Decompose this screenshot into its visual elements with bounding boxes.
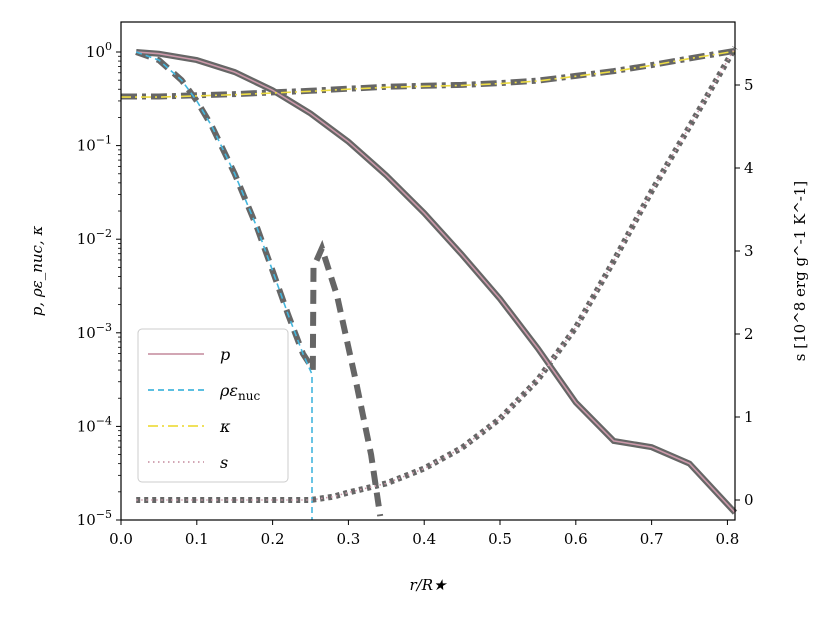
y-right-tick-label: 5 [744, 76, 754, 94]
series-kappa-line [121, 50, 736, 98]
x-tick-label: 0.5 [488, 530, 512, 548]
legend-label-kappa: κ [219, 417, 231, 436]
y-left-tick-label: 100 [86, 40, 112, 61]
x-tick-label: 0.7 [640, 530, 664, 548]
y-left-axis-ticks: 100 10−1 10−2 10−3 10−4 10−5 [77, 40, 121, 529]
y-right-axis-ticks: 0 1 2 3 4 5 [735, 76, 754, 509]
legend-box [137, 328, 289, 483]
y-right-tick-label: 0 [744, 491, 754, 509]
y-left-tick-label: 10−3 [77, 321, 112, 342]
legend-label-p: p [220, 345, 230, 364]
y-left-tick-label: 10−1 [77, 134, 112, 155]
y-right-tick-label: 3 [744, 242, 754, 260]
series-curves [121, 47, 736, 520]
legend-label-s: s [220, 453, 228, 472]
x-tick-label: 0.8 [715, 530, 739, 548]
y-right-tick-label: 1 [744, 408, 754, 426]
x-axis-label: r/R★ [410, 576, 449, 594]
series-p-line [136, 51, 736, 514]
y-right-tick-label: 4 [744, 159, 754, 177]
legend-label-rho-eps-nuc: ρεnuc [219, 381, 260, 403]
x-tick-label: 0.0 [109, 530, 133, 548]
y-left-axis-label: p, ρε_nuc, κ [28, 226, 46, 317]
x-axis-ticks: 0.0 0.1 0.2 0.3 0.4 0.5 0.6 0.7 0.8 [109, 520, 739, 548]
x-tick-label: 0.2 [261, 530, 285, 548]
reference-s-curve [136, 46, 738, 503]
y-right-axis-label: s [10^8 erg g^-1 K^-1] [791, 181, 809, 362]
x-tick-label: 0.3 [336, 530, 360, 548]
series-rho-eps-nuc-line [135, 51, 313, 520]
x-tick-label: 0.4 [412, 530, 436, 548]
y-left-tick-label: 10−4 [77, 414, 112, 435]
y-left-tick-label: 10−2 [77, 227, 112, 248]
legend: p ρεnuc κs [137, 328, 289, 483]
x-tick-label: 0.1 [185, 530, 209, 548]
y-right-tick-label: 2 [744, 325, 754, 343]
plot-frame [120, 21, 736, 521]
y-left-tick-label: 10−5 [77, 508, 112, 529]
x-tick-label: 0.6 [564, 530, 588, 548]
reference-kappa-curve [121, 47, 736, 100]
